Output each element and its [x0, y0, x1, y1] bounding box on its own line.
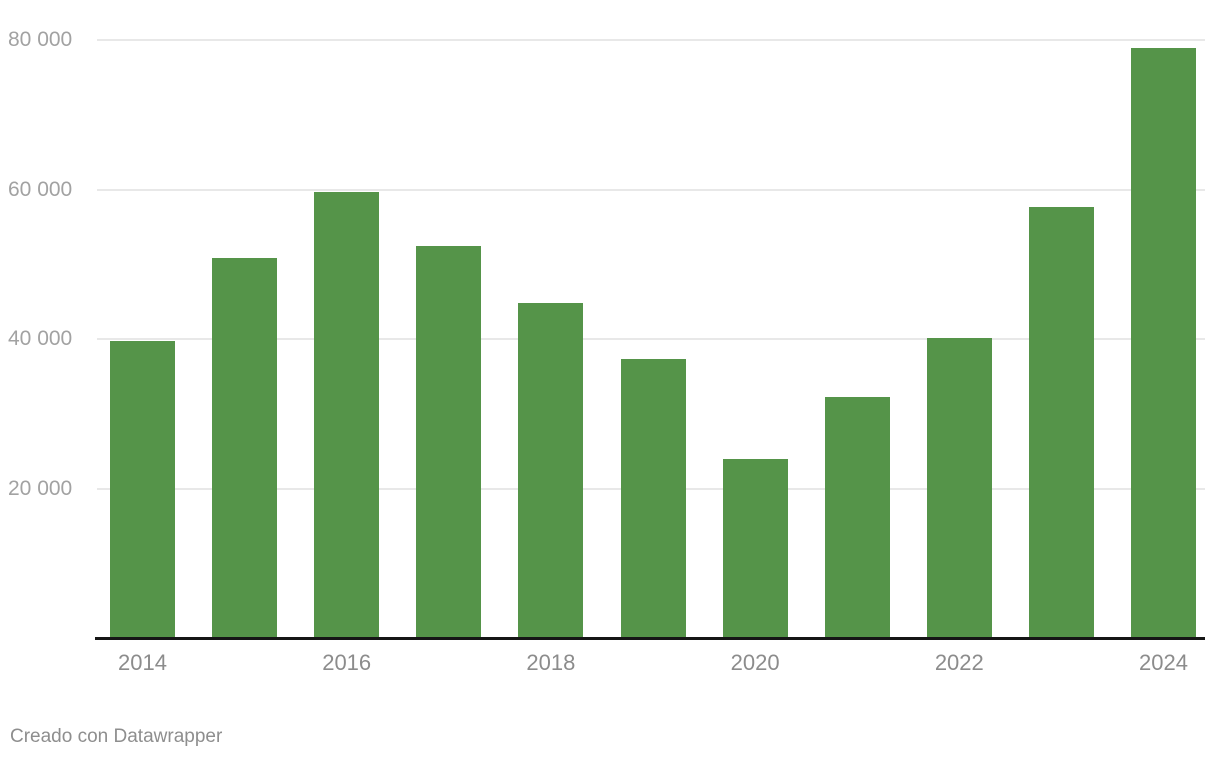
x-axis-label: 2018 — [526, 650, 576, 675]
bar-2019 — [620, 359, 686, 638]
gridline — [97, 39, 1205, 41]
bar-2020 — [722, 458, 788, 638]
x-axis-label: 2022 — [934, 650, 984, 675]
x-axis-label: 2024 — [1139, 650, 1188, 675]
gridline — [97, 338, 1205, 340]
bar-2017 — [416, 246, 482, 638]
bar-2021 — [824, 396, 890, 638]
footer-credit: Creado con Datawrapper — [10, 726, 223, 747]
y-axis-label: 40 000 — [8, 327, 73, 350]
y-axis-label: 60 000 — [8, 177, 73, 201]
x-axis-label: 2014 — [118, 650, 167, 675]
bar-2014 — [110, 340, 175, 638]
bar-2023 — [1028, 207, 1094, 638]
bar-2024 — [1131, 48, 1196, 638]
bar-2015 — [212, 258, 278, 638]
gridline — [97, 188, 1205, 191]
y-axis-label: 80 000 — [8, 28, 73, 51]
y-axis-label: 20 000 — [8, 476, 73, 500]
bar-2022 — [926, 337, 992, 638]
x-axis-line — [95, 637, 1205, 640]
bar-2016 — [314, 191, 380, 638]
x-axis-label: 2016 — [322, 650, 372, 675]
x-axis-label: 2020 — [730, 650, 780, 675]
bar-2018 — [518, 303, 584, 638]
